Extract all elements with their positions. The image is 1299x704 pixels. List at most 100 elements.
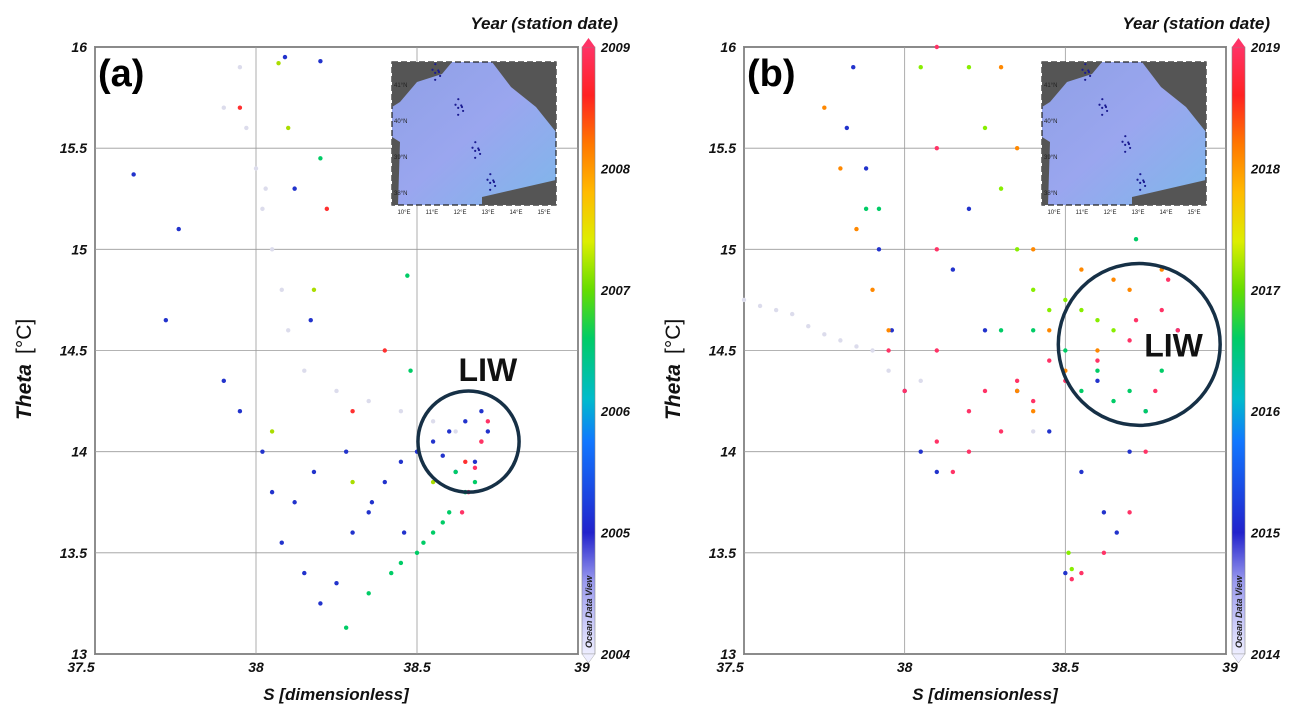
data-point-2016: [1133, 237, 1139, 242]
colorbar-a: 2004 2005 2006 2007 2008 2009 Ocean Data View: [581, 38, 631, 664]
data-point-2015: [1063, 570, 1068, 576]
data-point-2006: [447, 510, 452, 515]
y-tick-label: 16: [720, 39, 736, 55]
data-point-2019: [902, 388, 907, 394]
data-point-2014: [757, 303, 763, 309]
colorbar-tick-label: 2016: [1250, 404, 1281, 419]
data-point-2005: [398, 459, 404, 464]
inset-station: [1101, 113, 1104, 116]
data-point-2016: [863, 206, 869, 212]
inset-station: [474, 141, 477, 144]
data-point-2017: [918, 65, 923, 70]
x-tick-label: 38.5: [403, 659, 430, 675]
data-point-2016: [998, 328, 1004, 333]
inset-station: [489, 188, 492, 191]
inset-map-a: 41°N 40°N 39°N 38°N 10°E 11°E 12°E 13°E 14°E 15°E: [391, 61, 557, 216]
data-point-2016: [1095, 368, 1100, 373]
data-point-2018: [1031, 247, 1036, 252]
inset-station: [1098, 103, 1101, 106]
y-axis-label-text-b: Theta: [662, 364, 685, 420]
inset-lon-label: 15°E: [537, 210, 550, 216]
x-tick-label: 39: [1222, 659, 1238, 675]
data-point-2005: [440, 453, 445, 458]
grid-a: [94, 46, 579, 655]
data-point-2004: [286, 328, 291, 333]
inset-land-italy: [1142, 62, 1206, 132]
data-point-2015: [982, 328, 988, 333]
data-point-2018: [1047, 328, 1052, 333]
inset-station: [462, 109, 465, 113]
data-point-2015: [966, 206, 972, 212]
data-point-2017: [1066, 550, 1071, 556]
data-point-2008: [324, 206, 330, 212]
data-point-2017: [982, 125, 988, 131]
x-tick-label: 38: [248, 659, 264, 675]
inset-station: [1121, 140, 1124, 143]
data-point-2005: [382, 479, 387, 485]
data-point-2005: [343, 449, 349, 454]
data-point-2019: [950, 469, 956, 475]
data-point-2019: [1159, 307, 1164, 313]
data-point-2018: [870, 287, 875, 292]
data-point-2015: [1127, 449, 1132, 454]
data-point-2018: [1127, 287, 1132, 292]
colorbar-b: 2014 2015 2016 2017 2018 2019 Ocean Data View: [1231, 38, 1281, 664]
data-point-2006: [405, 273, 410, 278]
data-point-2007: [350, 479, 355, 485]
inset-lon-label: 14°E: [509, 210, 522, 216]
data-point-2006: [414, 550, 420, 556]
y-tick-labels-a: 13 13.5 14 14.5 15 15.5 16: [60, 39, 87, 662]
inset-lon-label: 14°E: [1159, 210, 1172, 216]
inset-station: [1136, 178, 1139, 181]
inset-lon-label: 11°E: [426, 210, 439, 216]
data-point-2008: [382, 348, 387, 353]
colorbar-tick-label: 2008: [600, 161, 631, 176]
y-axis-label-b: Theta [°C]: [662, 319, 685, 420]
data-point-2015: [1095, 378, 1100, 384]
data-point-2005: [176, 226, 181, 232]
data-point-2019: [934, 44, 939, 50]
data-point-2005: [447, 429, 452, 434]
y-axis-label-a: Theta [°C]: [13, 319, 36, 420]
data-point-2004: [279, 287, 284, 292]
inset-land-sicily: [482, 180, 556, 205]
inset-station: [471, 146, 474, 149]
inset-station: [1089, 74, 1092, 78]
inset-station: [460, 104, 463, 107]
data-point-2004: [366, 398, 371, 404]
inset-station: [486, 178, 489, 181]
data-point-2017: [1095, 317, 1100, 323]
points-a: [131, 54, 491, 630]
inset-station: [1084, 71, 1087, 74]
data-point-2015: [1114, 530, 1119, 535]
colorbar-gradient: [581, 46, 596, 655]
data-point-2019: [1079, 570, 1084, 576]
colorbar-tick-label: 2017: [1250, 283, 1281, 298]
data-point-2019: [934, 247, 939, 252]
data-point-2019: [1047, 358, 1052, 363]
inset-station: [1139, 188, 1142, 191]
data-point-2007: [311, 287, 317, 292]
data-point-2015: [918, 449, 923, 454]
colorbar-tick-label: 2007: [600, 283, 631, 298]
data-point-2005: [292, 500, 297, 505]
data-point-2017: [1079, 307, 1084, 313]
data-point-2019: [1153, 388, 1158, 394]
data-point-2005: [269, 489, 275, 495]
data-point-2018: [822, 105, 827, 110]
inset-lon-label: 13°E: [481, 210, 494, 216]
data-point-2014: [822, 332, 827, 337]
inset-station: [457, 106, 460, 109]
ocean-data-view-watermark: Ocean Data View: [584, 575, 594, 648]
inset-station: [1101, 106, 1104, 109]
inset-land-sardinia: [1042, 137, 1050, 205]
inset-lat-label: 39°N: [394, 155, 407, 161]
data-point-2017: [966, 65, 972, 70]
colorbar-tick-label: 2015: [1250, 526, 1281, 541]
panel-label-a: (a): [98, 53, 144, 95]
data-point-2006: [453, 469, 458, 475]
y-tick-label: 14: [71, 444, 87, 460]
data-point-2006: [343, 625, 349, 630]
y-tick-label: 14: [720, 444, 736, 460]
